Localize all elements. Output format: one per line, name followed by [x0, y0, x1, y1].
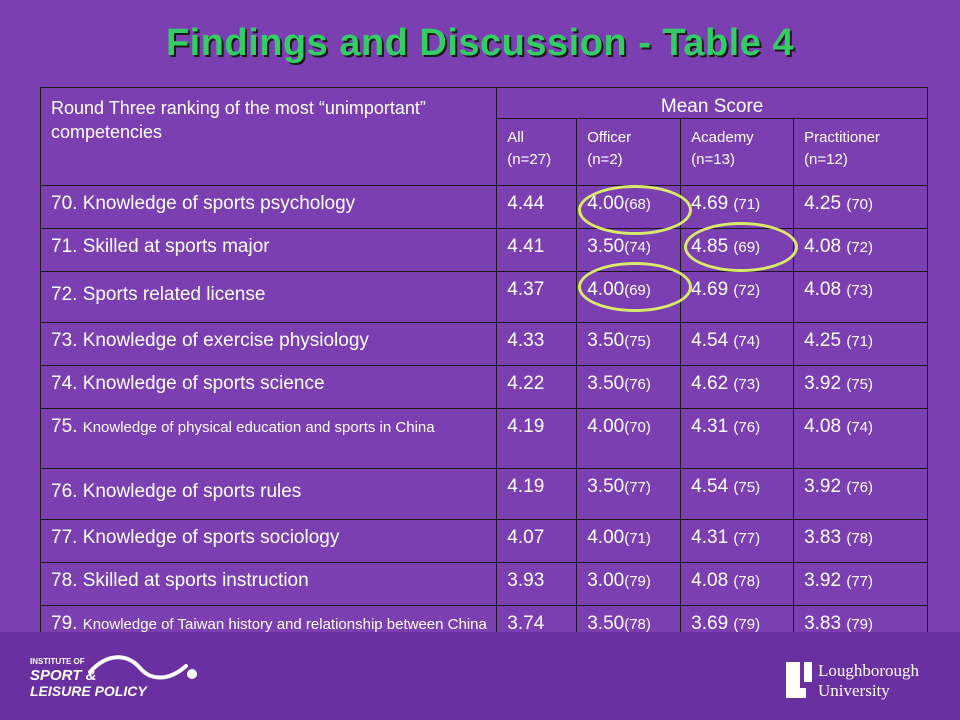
highlight-ring-academy-row71: [684, 222, 798, 272]
officer-score: 4.00(70): [576, 408, 682, 469]
table-row: 70. Knowledge of sports psychology 4.44 …: [39, 185, 928, 229]
column-header-academy: Academy (n=13): [680, 118, 795, 186]
all-score: 4.41: [496, 228, 578, 272]
officer-score: 3.50(75): [576, 322, 682, 366]
issp-logo-line2: SPORT &: [30, 667, 96, 684]
all-score: 3.93: [496, 562, 578, 606]
row-label: 77. Knowledge of sports sociology: [39, 519, 498, 563]
findings-table: Round Three ranking of the most “unimpor…: [39, 87, 928, 666]
practitioner-score: 4.08 (73): [793, 271, 928, 323]
academy-score: 4.62 (73): [680, 365, 795, 409]
table-header-row: Round Three ranking of the most “unimpor…: [39, 87, 928, 186]
table-row: 73. Knowledge of exercise physiology 4.3…: [39, 322, 928, 366]
academy-score: 4.31 (77): [680, 519, 795, 563]
highlight-ring-officer-row72: [578, 262, 692, 312]
practitioner-score: 3.92 (76): [793, 468, 928, 520]
slide-title: Findings and Discussion - Table 4: [165, 22, 795, 64]
academy-score: 4.31 (76): [680, 408, 795, 469]
column-header-practitioner: Practitioner (n=12): [793, 118, 928, 186]
row-label: 73. Knowledge of exercise physiology: [39, 322, 498, 366]
row-label: 75. Knowledge of physical education and …: [39, 408, 498, 469]
swoosh-icon: [88, 655, 188, 680]
officer-score: 4.00(71): [576, 519, 682, 563]
practitioner-score: 4.25 (71): [793, 322, 928, 366]
row-label: 74. Knowledge of sports science: [39, 365, 498, 409]
loughborough-logo: Loughborough University: [786, 661, 920, 700]
academy-score: 4.54 (74): [680, 322, 795, 366]
row-label: 78. Skilled at sports instruction: [39, 562, 498, 606]
all-score: 4.44: [496, 185, 578, 229]
row-label: 71. Skilled at sports major: [39, 228, 498, 272]
table-row: 75. Knowledge of physical education and …: [39, 408, 928, 469]
all-score: 4.07: [496, 519, 578, 563]
column-header-officer: Officer (n=2): [576, 118, 682, 186]
all-score: 4.19: [496, 468, 578, 520]
all-score: 4.22: [496, 365, 578, 409]
issp-logo: INSTITUTE OF SPORT & LEISURE POLICY: [30, 655, 197, 699]
all-score: 4.33: [496, 322, 578, 366]
academy-score: 4.54 (75): [680, 468, 795, 520]
issp-logo-line1: INSTITUTE OF: [30, 657, 85, 666]
row-label: 72. Sports related license: [39, 271, 498, 323]
column-header-all: All (n=27): [496, 118, 578, 186]
university-shield-icon: [786, 662, 806, 698]
practitioner-score: 4.08 (72): [793, 228, 928, 272]
table-row: 77. Knowledge of sports sociology 4.07 4…: [39, 519, 928, 563]
practitioner-score: 3.92 (75): [793, 365, 928, 409]
row-label: 70. Knowledge of sports psychology: [39, 185, 498, 229]
practitioner-score: 4.25 (70): [793, 185, 928, 229]
practitioner-score: 3.92 (77): [793, 562, 928, 606]
table-row: 74. Knowledge of sports science 4.22 3.5…: [39, 365, 928, 409]
practitioner-score: 4.08 (74): [793, 408, 928, 469]
table-row: 78. Skilled at sports instruction 3.93 3…: [39, 562, 928, 606]
table-subheader-row: All (n=27) Officer (n=2) Academy (n=13) Pra…: [41, 118, 928, 186]
officer-score: 3.00(79): [576, 562, 682, 606]
table-row: 72. Sports related license 4.37 4.00(69)…: [39, 271, 928, 323]
header-label-cell: Round Three ranking of the most “unimpor…: [39, 87, 498, 186]
lboro-logo-line1: Loughborough: [818, 661, 920, 680]
table-row: 76. Knowledge of sports rules 4.19 3.50(…: [39, 468, 928, 520]
all-score: 4.19: [496, 408, 578, 469]
officer-score: 3.50(77): [576, 468, 682, 520]
practitioner-score: 3.83 (78): [793, 519, 928, 563]
issp-logo-line3: LEISURE POLICY: [30, 683, 148, 699]
officer-score: 3.50(76): [576, 365, 682, 409]
mean-score-header: Mean Score: [496, 87, 928, 119]
lboro-logo-line2: University: [818, 681, 890, 700]
all-score: 4.37: [496, 271, 578, 323]
row-label: 76. Knowledge of sports rules: [39, 468, 498, 520]
highlight-ring-officer-row70: [578, 185, 692, 235]
academy-score: 4.69 (72): [680, 271, 795, 323]
academy-score: 4.08 (78): [680, 562, 795, 606]
